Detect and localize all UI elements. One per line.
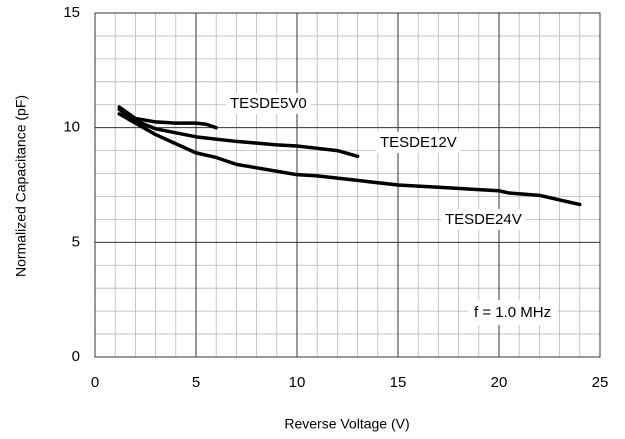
series-line xyxy=(117,105,218,130)
plot-area xyxy=(95,13,600,357)
x-tick-label: 15 xyxy=(390,374,407,391)
y-axis-label: Normalized Capacitance (pF) xyxy=(13,95,29,277)
x-tick-label: 10 xyxy=(289,374,306,391)
x-axis-label: Reverse Voltage (V) xyxy=(284,416,409,432)
x-tick-label: 0 xyxy=(91,374,99,391)
series-label-bg xyxy=(226,92,311,114)
x-tick-label: 5 xyxy=(192,374,200,391)
series-label-bg xyxy=(376,131,461,153)
plot-border xyxy=(94,12,601,358)
series-line xyxy=(117,107,360,159)
y-tick-label: 5 xyxy=(72,233,80,250)
x-tick-label: 25 xyxy=(592,374,609,391)
x-tick-label: 20 xyxy=(491,374,508,391)
y-tick-label: 0 xyxy=(72,348,80,365)
y-tick-label: 15 xyxy=(63,4,80,21)
series-label: TESDE5V0 xyxy=(230,95,307,112)
annotation: f = 1.0 MHz xyxy=(474,304,551,321)
annotation-bg xyxy=(468,299,558,325)
y-tick-label: 10 xyxy=(63,119,80,136)
series-label: TESDE12V xyxy=(380,134,457,151)
series-label-bg xyxy=(441,208,526,230)
series-line xyxy=(117,112,582,207)
series-label: TESDE24V xyxy=(445,211,522,228)
